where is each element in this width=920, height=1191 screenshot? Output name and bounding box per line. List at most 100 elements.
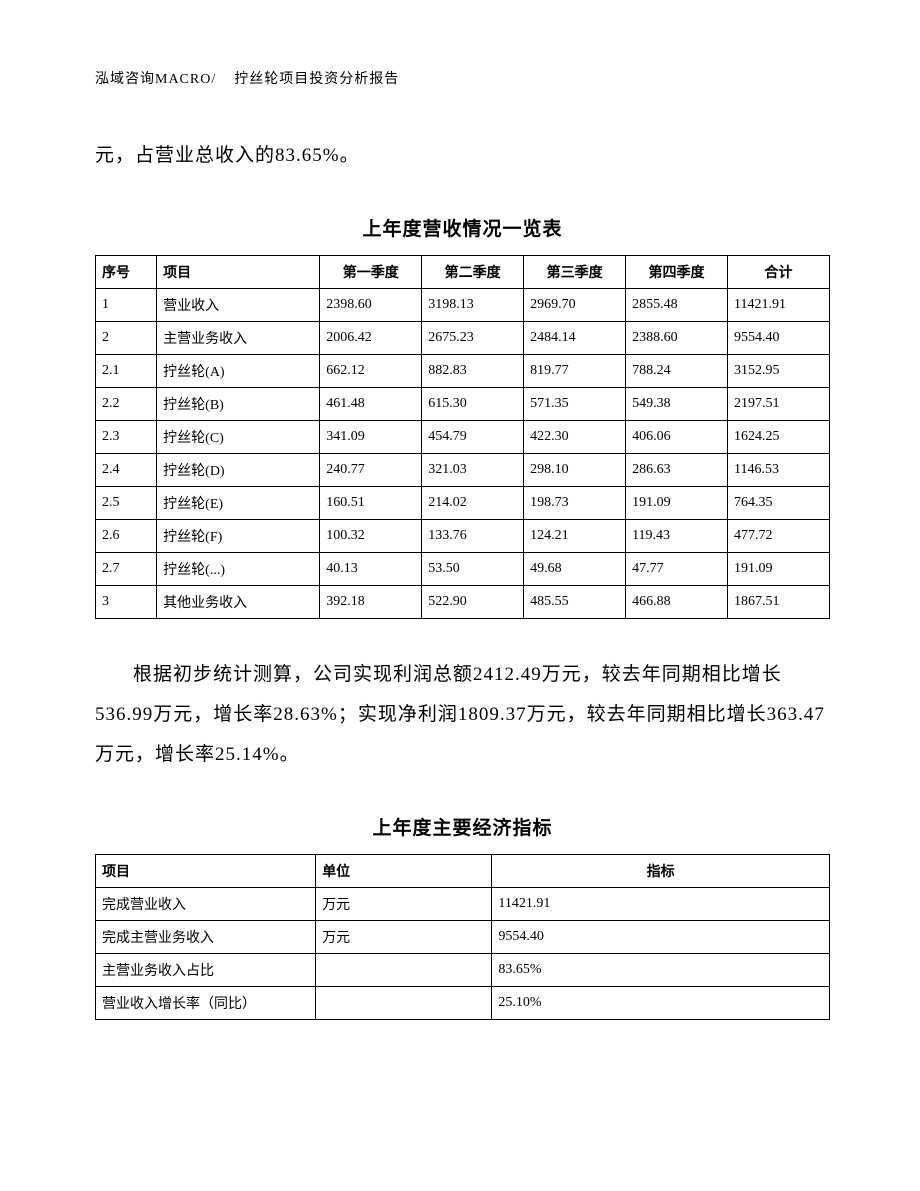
table-cell: 764.35 [728, 486, 830, 519]
table1-title: 上年度营收情况一览表 [95, 214, 830, 241]
table-cell: 160.51 [320, 486, 422, 519]
table-cell: 其他业务收入 [157, 585, 320, 618]
table-row: 2.4拧丝轮(D)240.77321.03298.10286.631146.53 [96, 453, 830, 486]
table-cell: 406.06 [626, 420, 728, 453]
table-cell: 营业收入 [157, 288, 320, 321]
table-cell: 拧丝轮(A) [157, 354, 320, 387]
table-header-row: 序号 项目 第一季度 第二季度 第三季度 第四季度 合计 [96, 255, 830, 288]
table-cell: 53.50 [422, 552, 524, 585]
table-cell: 522.90 [422, 585, 524, 618]
table-cell: 2855.48 [626, 288, 728, 321]
table-cell: 2484.14 [524, 321, 626, 354]
table-cell: 788.24 [626, 354, 728, 387]
table-cell: 完成主营业务收入 [96, 920, 316, 953]
indicator-table: 项目 单位 指标 完成营业收入万元11421.91完成主营业务收入万元9554.… [95, 854, 830, 1020]
table-cell: 461.48 [320, 387, 422, 420]
th-q3: 第三季度 [524, 255, 626, 288]
table-row: 2.3拧丝轮(C)341.09454.79422.30406.061624.25 [96, 420, 830, 453]
table-cell: 2.3 [96, 420, 157, 453]
table-row: 完成主营业务收入万元9554.40 [96, 920, 830, 953]
table-row: 完成营业收入万元11421.91 [96, 887, 830, 920]
table-cell: 191.09 [728, 552, 830, 585]
table-cell: 9554.40 [492, 920, 830, 953]
table-row: 2.7拧丝轮(...)40.1353.5049.6847.77191.09 [96, 552, 830, 585]
th-total: 合计 [728, 255, 830, 288]
table-cell: 3 [96, 585, 157, 618]
table-cell: 2197.51 [728, 387, 830, 420]
table-cell: 1146.53 [728, 453, 830, 486]
th-unit: 单位 [316, 854, 492, 887]
page-header: 泓域咨询MACRO/拧丝轮项目投资分析报告 [95, 68, 830, 88]
table-cell: 286.63 [626, 453, 728, 486]
table-cell: 466.88 [626, 585, 728, 618]
table-cell: 万元 [316, 887, 492, 920]
table-cell: 2.5 [96, 486, 157, 519]
table-cell: 214.02 [422, 486, 524, 519]
table-cell: 拧丝轮(C) [157, 420, 320, 453]
table-cell: 341.09 [320, 420, 422, 453]
table-cell: 2 [96, 321, 157, 354]
intro-paragraph: 元，占营业总收入的83.65%。 [95, 136, 830, 176]
table-cell: 882.83 [422, 354, 524, 387]
table-cell: 2398.60 [320, 288, 422, 321]
table-cell: 2675.23 [422, 321, 524, 354]
table-row: 2主营业务收入2006.422675.232484.142388.609554.… [96, 321, 830, 354]
table-row: 2.1拧丝轮(A)662.12882.83819.77788.243152.95 [96, 354, 830, 387]
th-project: 项目 [96, 854, 316, 887]
table-row: 3其他业务收入392.18522.90485.55466.881867.51 [96, 585, 830, 618]
table-cell: 11421.91 [728, 288, 830, 321]
table-cell: 2.7 [96, 552, 157, 585]
table-cell: 47.77 [626, 552, 728, 585]
table-cell: 124.21 [524, 519, 626, 552]
table-cell: 298.10 [524, 453, 626, 486]
table-row: 营业收入增长率（同比） 25.10% [96, 986, 830, 1019]
table-cell: 191.09 [626, 486, 728, 519]
table-cell: 1624.25 [728, 420, 830, 453]
table-row: 主营业务收入占比83.65% [96, 953, 830, 986]
table-cell: 2.2 [96, 387, 157, 420]
table-cell: 2388.60 [626, 321, 728, 354]
table-cell: 819.77 [524, 354, 626, 387]
table-cell: 营业收入增长率（同比） [96, 986, 316, 1019]
table-cell: 49.68 [524, 552, 626, 585]
table-cell: 133.76 [422, 519, 524, 552]
table-cell: 198.73 [524, 486, 626, 519]
revenue-table: 序号 项目 第一季度 第二季度 第三季度 第四季度 合计 1营业收入2398.6… [95, 255, 830, 619]
table-row: 1营业收入2398.603198.132969.702855.4811421.9… [96, 288, 830, 321]
table-row: 2.2拧丝轮(B)461.48615.30571.35549.382197.51 [96, 387, 830, 420]
table-cell: 拧丝轮(...) [157, 552, 320, 585]
table-cell: 119.43 [626, 519, 728, 552]
table-cell: 11421.91 [492, 887, 830, 920]
table-cell: 422.30 [524, 420, 626, 453]
table-cell [316, 953, 492, 986]
table-cell: 40.13 [320, 552, 422, 585]
header-left: 泓域咨询MACRO/ [95, 72, 216, 87]
table-cell: 392.18 [320, 585, 422, 618]
table-cell: 2969.70 [524, 288, 626, 321]
th-q4: 第四季度 [626, 255, 728, 288]
table-cell: 662.12 [320, 354, 422, 387]
table-cell: 1867.51 [728, 585, 830, 618]
table-cell: 拧丝轮(F) [157, 519, 320, 552]
table-cell: 1 [96, 288, 157, 321]
table2-title: 上年度主要经济指标 [95, 813, 830, 840]
body-paragraph: 根据初步统计测算，公司实现利润总额2412.49万元，较去年同期相比增长536.… [95, 655, 830, 775]
table-cell: 2.4 [96, 453, 157, 486]
table-cell: 主营业务收入占比 [96, 953, 316, 986]
header-right: 拧丝轮项目投资分析报告 [234, 72, 399, 87]
table-cell: 240.77 [320, 453, 422, 486]
table-cell: 321.03 [422, 453, 524, 486]
table-cell: 主营业务收入 [157, 321, 320, 354]
table-cell: 25.10% [492, 986, 830, 1019]
table-cell: 完成营业收入 [96, 887, 316, 920]
table-cell: 454.79 [422, 420, 524, 453]
th-seq: 序号 [96, 255, 157, 288]
th-q1: 第一季度 [320, 255, 422, 288]
th-indicator: 指标 [492, 854, 830, 887]
th-q2: 第二季度 [422, 255, 524, 288]
table-cell [316, 986, 492, 1019]
table-cell: 9554.40 [728, 321, 830, 354]
table-row: 2.6拧丝轮(F)100.32133.76124.21119.43477.72 [96, 519, 830, 552]
table-cell: 3152.95 [728, 354, 830, 387]
table-cell: 拧丝轮(B) [157, 387, 320, 420]
